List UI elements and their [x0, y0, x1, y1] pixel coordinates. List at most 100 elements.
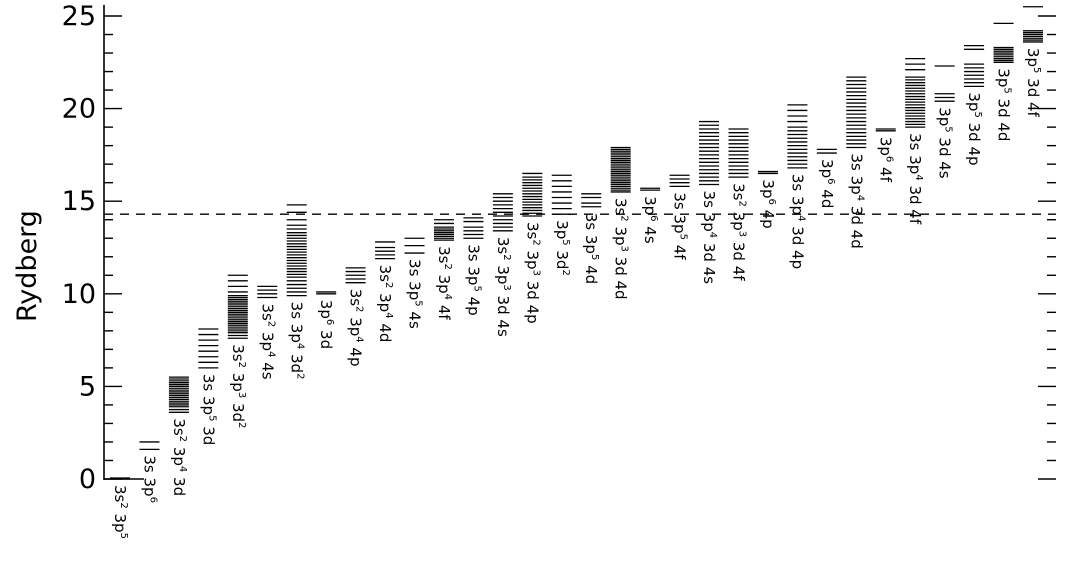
- orbital-text: 3s: [494, 237, 512, 255]
- orbital-occupancy: 4: [707, 232, 718, 238]
- orbital-occupancy: 4: [854, 195, 865, 201]
- configuration-group: 3s2​ 3p5​: [110, 477, 130, 539]
- configuration-group: 3s 3p4​ 3d 4d: [846, 76, 867, 249]
- orbital-text: 4s: [936, 156, 954, 178]
- configuration-group: 3s2​ 3p3​ 3d 4s: [492, 193, 513, 337]
- configuration-group: 3p6​ 4s: [640, 187, 661, 244]
- configuration-group: 3p5​ 3d 4p: [964, 44, 985, 166]
- orbital-text: 3p: [612, 222, 630, 246]
- orbital-text: 3s: [906, 133, 924, 151]
- configuration-label: 3s 3p5​ 4f: [671, 192, 689, 260]
- configuration-group: 3s2​ 3p3​ 3d 4f: [728, 128, 749, 281]
- orbital-text: 4s: [494, 315, 512, 337]
- orbital-text: 4f: [906, 205, 924, 225]
- orbital-text: 3s: [199, 374, 217, 392]
- orbital-text: 3p: [553, 220, 571, 239]
- configuration-group: 3s 3p4​ 3d2​: [286, 204, 307, 380]
- orbital-occupancy: 2: [177, 436, 188, 442]
- orbital-text: 4s: [258, 357, 276, 379]
- configuration-group: 3s 3p5​ 4d: [581, 193, 602, 284]
- orbital-text: 3s: [376, 265, 394, 283]
- configuration-label: 3s2​ 3p3​ 3d 4p: [523, 222, 541, 324]
- y-tick-label: 15: [62, 186, 96, 217]
- orbital-text: 3d: [170, 472, 188, 496]
- orbital-text: 3s: [170, 418, 188, 436]
- orbital-text: 3s: [288, 302, 306, 320]
- configuration-label: 3s2​ 3p3​ 3d 4s: [494, 237, 512, 337]
- orbital-occupancy: 4: [177, 466, 188, 472]
- orbital-text: 3p: [111, 509, 129, 533]
- configuration-group: 3p5​ 3d2​: [551, 174, 572, 276]
- configuration-label: 3s2​ 3p4​ 4p: [347, 289, 365, 367]
- orbital-text: 4p: [523, 300, 541, 324]
- configuration-group: 3p5​ 3d 4s: [934, 65, 955, 179]
- orbital-text: 3p: [317, 300, 335, 319]
- orbital-text: 4f: [729, 261, 747, 281]
- orbital-occupancy: 5: [560, 239, 571, 245]
- orbital-occupancy: 4: [265, 351, 276, 357]
- orbital-text: 3d: [317, 325, 335, 349]
- orbital-text: 4p: [759, 205, 777, 229]
- configuration-label: 3s2​ 3p3​ 3d 4f: [729, 183, 747, 281]
- orbital-text: 3s: [111, 485, 129, 503]
- orbital-text: 3d: [700, 238, 718, 262]
- right-axis: [1038, 15, 1056, 480]
- orbital-occupancy: 5: [471, 285, 482, 291]
- orbital-text: 3p: [582, 230, 600, 254]
- orbital-text: 3s: [229, 344, 247, 362]
- orbital-occupancy: 2: [236, 422, 247, 428]
- configuration-group: 3p6​ 3d: [316, 291, 337, 349]
- orbital-text: 3p: [936, 107, 954, 126]
- orbital-text: 3p: [700, 208, 718, 232]
- orbital-text: 3p: [906, 150, 924, 174]
- y-axis: 0 5 10 15 20 25: [62, 1, 144, 495]
- orbital-text: 3d: [199, 421, 217, 445]
- orbital-occupancy: 4: [354, 336, 365, 342]
- orbital-text: 4d: [376, 319, 394, 343]
- orbital-text: 3p: [641, 196, 659, 215]
- configuration-label: 3s 3p4​ 3d2​: [288, 302, 306, 380]
- orbital-occupancy: 5: [118, 533, 129, 539]
- orbital-text: 4p: [788, 245, 806, 269]
- orbital-text: 3s: [847, 153, 865, 171]
- orbital-text: 4s: [641, 222, 659, 244]
- orbital-occupancy: 3: [236, 392, 247, 398]
- configuration-group: 3s2​ 3p3​ 3d2​: [227, 274, 248, 428]
- orbital-occupancy: 4: [383, 312, 394, 318]
- orbital-text: 4d: [847, 225, 865, 249]
- orbital-text: 3p: [376, 288, 394, 312]
- configuration-label: 3p5​ 3d 4s: [936, 107, 954, 179]
- configuration-group: 3p6​ 4d: [816, 148, 837, 208]
- orbital-occupancy: 4: [795, 215, 806, 221]
- orbital-text: 4p: [347, 343, 365, 367]
- orbital-text: 3d: [523, 276, 541, 300]
- orbital-occupancy: 3: [530, 270, 541, 276]
- orbital-text: 4s: [406, 307, 424, 329]
- configuration-group: 3s 3p5​ 4p: [463, 217, 484, 316]
- configuration-label: 3p5​ 3d 4f: [1024, 48, 1042, 118]
- orbital-text: 3s: [258, 304, 276, 322]
- orbital-text: 4f: [877, 162, 895, 182]
- configuration-group: 3s 3p4​ 3d 4p: [787, 104, 808, 269]
- orbital-occupancy: 5: [413, 300, 424, 306]
- configuration-group: 3s2​ 3p3​ 3d 4p: [522, 172, 543, 324]
- orbital-text: 3p: [1024, 48, 1042, 67]
- orbital-text: 3s: [700, 191, 718, 209]
- orbital-text: 3p: [759, 179, 777, 198]
- configuration-group: 3s 3p5​ 4s: [404, 237, 425, 329]
- configuration-group: 3s2​ 3p4​ 4d: [375, 241, 396, 343]
- orbital-text: 4d: [612, 276, 630, 300]
- configuration-group: 3p5​ 3d 4d: [993, 22, 1014, 141]
- orbital-text: 3p: [523, 246, 541, 270]
- orbital-text: 3p: [140, 473, 158, 497]
- orbital-occupancy: 2: [265, 321, 276, 327]
- orbital-text: 3p: [729, 207, 747, 231]
- orbital-text: 4s: [700, 262, 718, 284]
- orbital-text: 3s: [582, 213, 600, 231]
- configuration-label: 3p5​ 3d2​: [553, 220, 571, 276]
- configuration-label: 3s2​ 3p5​: [111, 485, 129, 539]
- orbital-text: 3p: [435, 270, 453, 294]
- configuration-label: 3s 3p4​ 3d 4f: [906, 133, 924, 225]
- orbital-text: 3d: [494, 291, 512, 315]
